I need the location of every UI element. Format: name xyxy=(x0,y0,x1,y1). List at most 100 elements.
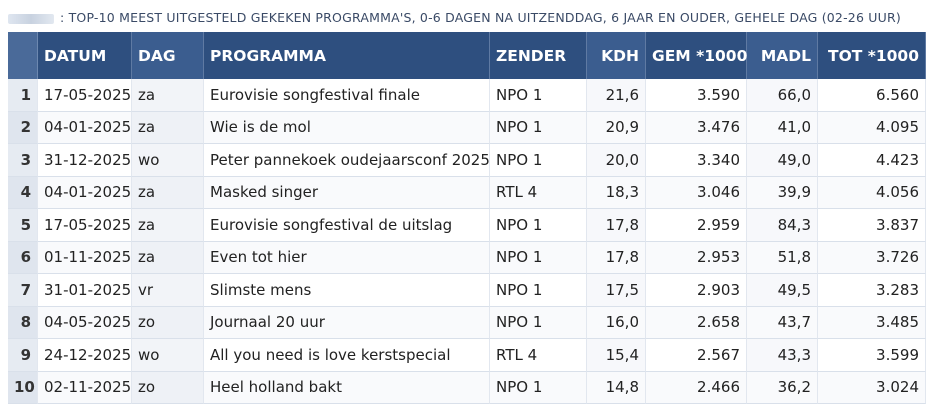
cell-madl: 84,3 xyxy=(747,209,818,242)
cell-gem: 2.567 xyxy=(646,339,747,372)
cell-rank: 1 xyxy=(8,79,38,112)
cell-madl: 51,8 xyxy=(747,242,818,275)
cell-tot: 3.837 xyxy=(818,209,926,242)
cell-zender: NPO 1 xyxy=(490,209,587,242)
cell-kdh: 21,6 xyxy=(587,79,646,112)
cell-gem: 3.476 xyxy=(646,112,747,145)
cell-programma: Even tot hier xyxy=(204,242,490,275)
cell-zender: NPO 1 xyxy=(490,144,587,177)
cell-datum: 04-01-2025 xyxy=(38,177,132,210)
cell-zender: NPO 1 xyxy=(490,274,587,307)
cell-datum: 02-11-2025 xyxy=(38,372,132,404)
cell-gem: 2.466 xyxy=(646,372,747,404)
cell-programma: All you need is love kerstspecial xyxy=(204,339,490,372)
caption-text: : TOP-10 MEEST UITGESTELD GEKEKEN PROGRA… xyxy=(60,10,901,25)
cell-madl: 43,7 xyxy=(747,307,818,340)
header-row: DATUM DAG PROGRAMMA ZENDER KDH GEM *1000… xyxy=(8,32,926,79)
cell-dag: za xyxy=(132,242,204,275)
header-dag[interactable]: DAG xyxy=(132,32,204,79)
header-programma[interactable]: PROGRAMMA xyxy=(204,32,490,79)
cell-gem: 2.953 xyxy=(646,242,747,275)
cell-madl: 43,3 xyxy=(747,339,818,372)
header-tot[interactable]: TOT *1000 xyxy=(818,32,926,79)
cell-kdh: 20,9 xyxy=(587,112,646,145)
cell-rank: 8 xyxy=(8,307,38,340)
cell-datum: 24-12-2025 xyxy=(38,339,132,372)
cell-kdh: 20,0 xyxy=(587,144,646,177)
cell-dag: za xyxy=(132,79,204,112)
cell-rank: 7 xyxy=(8,274,38,307)
cell-programma: Wie is de mol xyxy=(204,112,490,145)
cell-zender: NPO 1 xyxy=(490,372,587,404)
cell-zender: NPO 1 xyxy=(490,79,587,112)
cell-zender: NPO 1 xyxy=(490,307,587,340)
cell-programma: Peter pannekoek oudejaarsconf 2025 xyxy=(204,144,490,177)
cell-dag: wo xyxy=(132,144,204,177)
cell-programma: Slimste mens xyxy=(204,274,490,307)
cell-tot: 4.423 xyxy=(818,144,926,177)
cell-tot: 3.024 xyxy=(818,372,926,404)
cell-madl: 36,2 xyxy=(747,372,818,404)
cell-gem: 2.658 xyxy=(646,307,747,340)
cell-datum: 17-05-2025 xyxy=(38,79,132,112)
header-madl[interactable]: MADL xyxy=(747,32,818,79)
table-caption: : TOP-10 MEEST UITGESTELD GEKEKEN PROGRA… xyxy=(8,10,938,30)
cell-gem: 3.590 xyxy=(646,79,747,112)
cell-dag: vr xyxy=(132,274,204,307)
cell-rank: 9 xyxy=(8,339,38,372)
cell-gem: 2.959 xyxy=(646,209,747,242)
cell-madl: 39,9 xyxy=(747,177,818,210)
cell-programma: Eurovisie songfestival de uitslag xyxy=(204,209,490,242)
cell-dag: zo xyxy=(132,307,204,340)
ratings-table: DATUM DAG PROGRAMMA ZENDER KDH GEM *1000… xyxy=(8,32,926,404)
cell-kdh: 15,4 xyxy=(587,339,646,372)
header-zender[interactable]: ZENDER xyxy=(490,32,587,79)
cell-madl: 66,0 xyxy=(747,79,818,112)
cell-tot: 4.095 xyxy=(818,112,926,145)
cell-tot: 6.560 xyxy=(818,79,926,112)
cell-dag: za xyxy=(132,177,204,210)
cell-rank: 2 xyxy=(8,112,38,145)
header-gem[interactable]: GEM *1000 xyxy=(646,32,747,79)
cell-datum: 04-01-2025 xyxy=(38,112,132,145)
cell-kdh: 17,8 xyxy=(587,209,646,242)
cell-tot: 3.726 xyxy=(818,242,926,275)
cell-zender: NPO 1 xyxy=(490,242,587,275)
cell-programma: Journaal 20 uur xyxy=(204,307,490,340)
cell-datum: 31-01-2025 xyxy=(38,274,132,307)
cell-kdh: 16,0 xyxy=(587,307,646,340)
cell-dag: za xyxy=(132,209,204,242)
header-index[interactable] xyxy=(8,32,38,79)
cell-dag: za xyxy=(132,112,204,145)
cell-datum: 31-12-2025 xyxy=(38,144,132,177)
cell-zender: RTL 4 xyxy=(490,339,587,372)
cell-madl: 49,0 xyxy=(747,144,818,177)
header-datum[interactable]: DATUM xyxy=(38,32,132,79)
cell-tot: 3.485 xyxy=(818,307,926,340)
cell-datum: 17-05-2025 xyxy=(38,209,132,242)
cell-dag: zo xyxy=(132,372,204,404)
cell-datum: 04-05-2025 xyxy=(38,307,132,340)
cell-kdh: 14,8 xyxy=(587,372,646,404)
header-kdh[interactable]: KDH xyxy=(587,32,646,79)
cell-gem: 3.046 xyxy=(646,177,747,210)
cell-programma: Eurovisie songfestival finale xyxy=(204,79,490,112)
cell-programma: Masked singer xyxy=(204,177,490,210)
cell-rank: 3 xyxy=(8,144,38,177)
cell-kdh: 17,5 xyxy=(587,274,646,307)
cell-tot: 3.283 xyxy=(818,274,926,307)
cell-rank: 10 xyxy=(8,372,38,404)
cell-kdh: 17,8 xyxy=(587,242,646,275)
cell-zender: RTL 4 xyxy=(490,177,587,210)
redacted-logo xyxy=(8,14,54,24)
cell-tot: 4.056 xyxy=(818,177,926,210)
